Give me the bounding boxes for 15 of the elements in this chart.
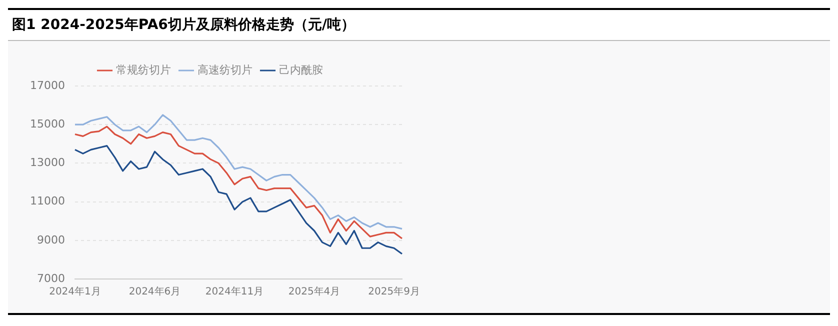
y-tick-label: 17000 [30,78,65,92]
y-tick-label: 9000 [36,233,65,246]
x-tick-label: 2024年11月 [205,286,264,298]
x-tick-label: 2025年4月 [288,286,340,298]
chart-title: 图1 2024-2025年PA6切片及原料价格走势（元/吨） [8,10,830,41]
y-tick-label: 11000 [30,194,65,208]
legend-label: 己内酰胺 [278,63,323,76]
legend-label: 高速纺切片 [197,63,252,76]
x-tick-label: 2024年6月 [128,286,181,298]
x-tick-label: 2024年1月 [49,286,101,298]
y-tick-label: 7000 [36,272,65,285]
x-tick-label: 2025年9月 [368,286,420,298]
y-tick-label: 15000 [30,117,65,130]
y-tick-label: 13000 [30,156,65,170]
legend-label: 常规纺切片 [116,63,171,76]
